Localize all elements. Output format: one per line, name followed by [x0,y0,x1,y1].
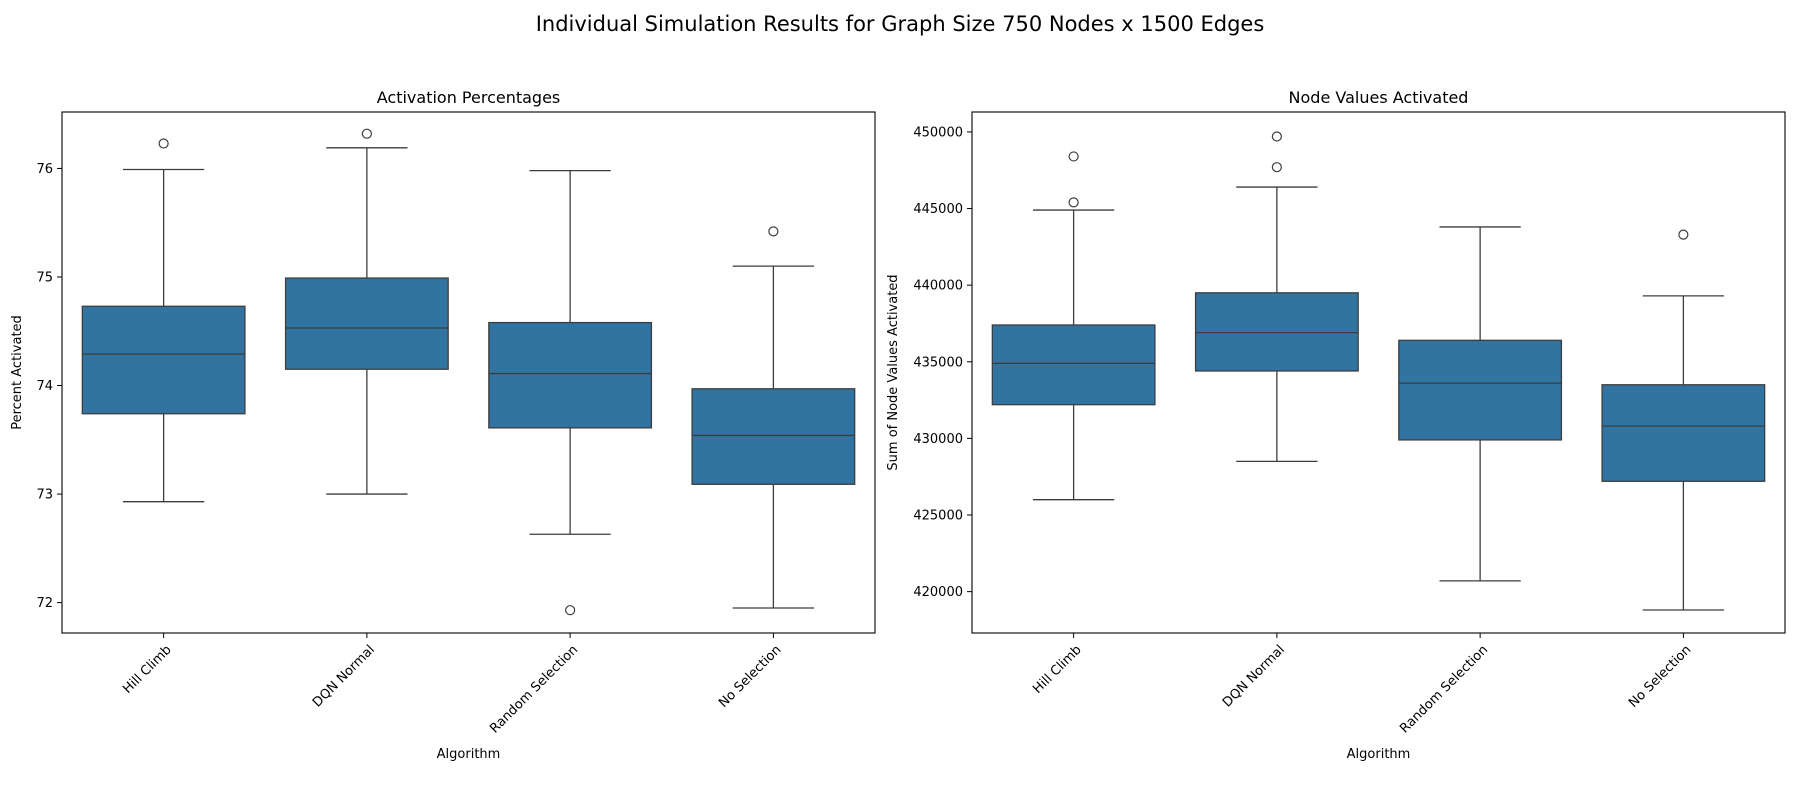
box [991,324,1156,406]
y-tick-label: 74 [36,379,53,394]
box [1194,292,1359,372]
y-tick-label: 73 [36,488,53,503]
y-tick-label: 440000 [913,279,963,294]
box-group [488,169,653,616]
outlier-point [1678,229,1689,240]
outlier-point [565,605,576,616]
outlier-point [1068,151,1079,162]
chart-title: Activation Percentages [377,88,561,107]
outlier-point [1271,162,1282,173]
figure-suptitle: Individual Simulation Results for Graph … [536,12,1265,36]
box-group [1194,131,1359,463]
x-axis-label: Algorithm [1347,747,1411,762]
outlier-point [158,138,169,149]
y-axis-label: Sum of Node Values Activated [886,274,901,470]
y-axis-label: Percent Activated [10,315,25,430]
box [284,277,449,370]
axes-frame [971,111,1786,634]
outlier-point [1068,197,1079,208]
x-axis-label: Algorithm [437,747,501,762]
box-group [1398,226,1563,582]
box-group [284,128,449,495]
box [488,321,653,429]
chart-title: Node Values Activated [1289,88,1469,107]
y-tick-label: 450000 [913,125,963,140]
box [691,388,856,485]
box-group [691,226,856,609]
box-group [1601,229,1766,611]
y-tick-label: 72 [36,596,53,611]
box-group [991,151,1156,501]
y-tick-label: 430000 [913,432,963,447]
axes-frame [61,111,876,634]
y-tick-label: 420000 [913,585,963,600]
box [81,305,246,415]
outlier-point [768,226,779,237]
box-group [81,138,246,503]
y-tick-label: 75 [36,270,53,285]
outlier-point [1271,131,1282,142]
y-tick-label: 425000 [913,509,963,524]
y-tick-label: 445000 [913,202,963,217]
box [1398,339,1563,441]
y-tick-label: 435000 [913,355,963,370]
y-tick-label: 76 [36,162,53,177]
outlier-point [361,128,372,139]
box [1601,384,1766,482]
